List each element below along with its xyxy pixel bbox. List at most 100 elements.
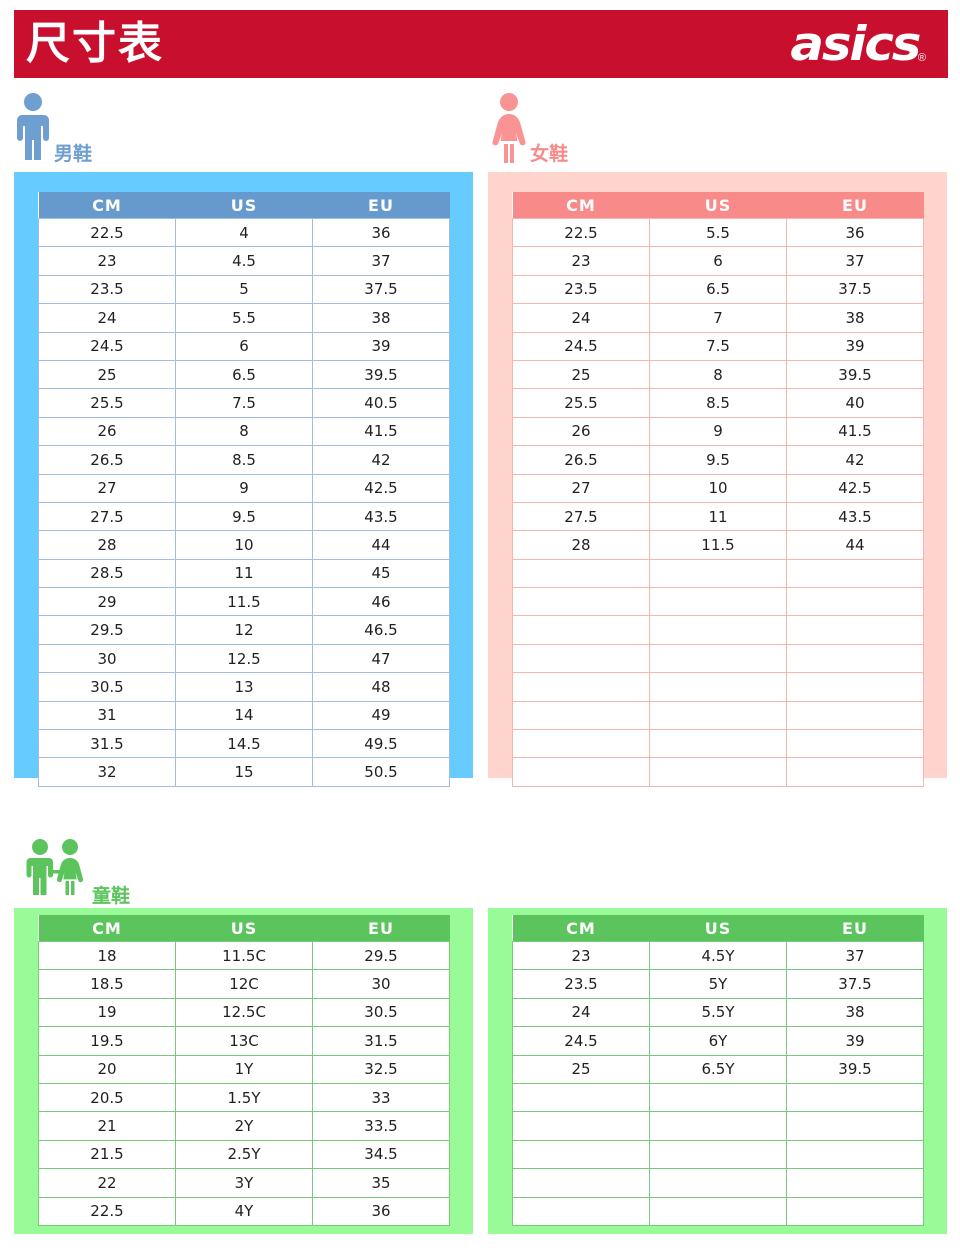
table-row: 25.5 8.5 40 (512, 388, 924, 418)
cell-cm (512, 1082, 650, 1113)
table-row-empty (512, 700, 924, 731)
section-label-kids: 童鞋 (26, 838, 130, 910)
cell-us: 12.5 (175, 643, 313, 674)
cell-cm (512, 558, 650, 589)
cell-cm: 25 (512, 359, 650, 390)
cell-eu: 36 (312, 217, 450, 248)
cell-us: 8.5 (649, 388, 787, 418)
column-header-eu: EU (312, 915, 450, 942)
cell-eu (786, 700, 924, 731)
cell-eu (786, 643, 924, 674)
cell-us: 2.5Y (175, 1139, 313, 1170)
section-label-women: 女鞋 (492, 93, 568, 168)
cell-eu: 47 (312, 643, 450, 674)
table-header-row: CM US EU (38, 192, 450, 219)
cell-cm: 28 (512, 530, 650, 560)
asics-wordmark: asics (790, 16, 922, 72)
cell-us: 11.5C (175, 940, 313, 971)
cell-us: 5.5 (175, 303, 313, 333)
cell-cm: 20 (38, 1054, 176, 1084)
cell-us: 11.5 (649, 530, 787, 560)
table-row: 27.5 11 43.5 (512, 501, 924, 532)
cell-eu: 49.5 (312, 729, 450, 759)
cell-eu: 42 (312, 445, 450, 475)
cell-eu: 38 (312, 303, 450, 333)
cell-eu: 37.5 (786, 274, 924, 305)
table-row: 26 8 41.5 (38, 416, 450, 447)
cell-us: 12 (175, 615, 313, 645)
cell-us (649, 558, 787, 589)
cell-cm (512, 1111, 650, 1141)
cell-us (649, 643, 787, 674)
table-row: 21 2Y 33.5 (38, 1111, 450, 1141)
cell-us: 3Y (175, 1168, 313, 1198)
cell-us: 8 (649, 359, 787, 390)
table-row: 23.5 5 37.5 (38, 274, 450, 305)
cell-eu (786, 1168, 924, 1198)
cell-eu: 45 (312, 558, 450, 589)
cell-eu (786, 1082, 924, 1113)
two-children-icon (26, 833, 88, 910)
cell-cm: 30 (38, 643, 176, 674)
cell-us: 4.5Y (649, 940, 787, 971)
cell-us: 7.5 (175, 388, 313, 418)
table-row: 23 4.5Y 37 (512, 940, 924, 971)
cell-us: 6 (175, 331, 313, 361)
cell-cm: 29.5 (38, 615, 176, 645)
cell-cm (512, 587, 650, 617)
cell-us: 5Y (649, 969, 787, 999)
cell-eu: 38 (786, 997, 924, 1028)
cell-us (649, 757, 787, 787)
size-table-women: CM US EU 22.5 5.5 36 23 6 37 23.5 6.5 37.5 24 7 38 2… (512, 192, 924, 787)
cell-us (649, 1196, 787, 1226)
cell-us: 7 (649, 303, 787, 333)
cell-us (649, 729, 787, 759)
column-header-us: US (649, 915, 787, 942)
table-row-empty (512, 615, 924, 645)
male-figure-icon (16, 91, 50, 168)
registered-trademark-icon: ® (917, 51, 926, 64)
cell-eu: 37 (312, 246, 450, 276)
cell-cm: 29 (38, 587, 176, 617)
section-label-kids-text: 童鞋 (92, 885, 131, 907)
section-label-men-text: 男鞋 (54, 143, 93, 165)
cell-cm: 23.5 (512, 969, 650, 999)
table-row: 25 8 39.5 (512, 359, 924, 390)
cell-us: 11 (649, 501, 787, 532)
cell-cm: 26 (38, 416, 176, 447)
cell-us: 9 (649, 416, 787, 447)
cell-eu: 46 (312, 587, 450, 617)
column-header-cm: CM (512, 915, 650, 942)
table-row: 25 6.5 39.5 (38, 359, 450, 390)
cell-eu: 30 (312, 969, 450, 999)
cell-us (649, 672, 787, 702)
cell-eu: 39 (786, 331, 924, 361)
table-row: 18 11.5C 29.5 (38, 940, 450, 971)
cell-eu: 35 (312, 1168, 450, 1198)
size-table-kids-left: CM US EU 18 11.5C 29.5 18.5 12C 30 19 12.5C 30.5… (38, 915, 450, 1226)
cell-us: 7.5 (649, 331, 787, 361)
cell-eu: 29.5 (312, 940, 450, 971)
column-header-us: US (175, 192, 313, 219)
table-row: 19 12.5C 30.5 (38, 997, 450, 1028)
cell-us: 10 (175, 530, 313, 560)
table-row: 24.5 6 39 (38, 331, 450, 361)
cell-us: 13 (175, 672, 313, 702)
table-row: 24.5 7.5 39 (512, 331, 924, 361)
table-row-empty (512, 1196, 924, 1226)
cell-eu: 40.5 (312, 388, 450, 418)
cell-eu: 33.5 (312, 1111, 450, 1141)
cell-cm: 23 (512, 246, 650, 276)
cell-eu (786, 587, 924, 617)
cell-eu (786, 558, 924, 589)
cell-cm: 26.5 (38, 445, 176, 475)
cell-us: 1.5Y (175, 1082, 313, 1113)
cell-eu: 34.5 (312, 1139, 450, 1170)
cell-eu (786, 757, 924, 787)
cell-cm (512, 1168, 650, 1198)
cell-cm: 24.5 (512, 331, 650, 361)
cell-eu: 36 (786, 217, 924, 248)
cell-cm: 21 (38, 1111, 176, 1141)
table-row: 18.5 12C 30 (38, 969, 450, 999)
cell-cm: 26.5 (512, 445, 650, 475)
